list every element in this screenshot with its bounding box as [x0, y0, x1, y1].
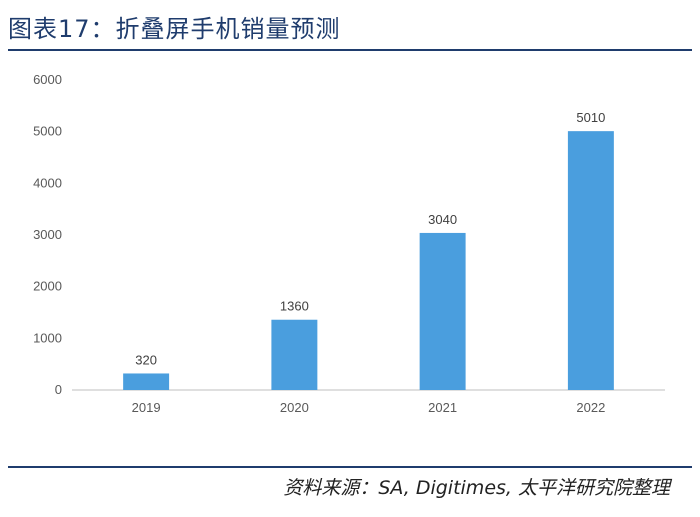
data-label: 320: [135, 352, 157, 367]
bar: [567, 131, 614, 390]
x-tick-label: 2020: [280, 400, 309, 415]
bar: [271, 319, 318, 390]
y-tick-label: 6000: [33, 72, 62, 87]
bar-chart: 0 1000 2000 3000 4000 5000 6000 320 2019 1360 2020…: [33, 72, 665, 415]
data-label: 5010: [576, 110, 605, 125]
bar: [123, 373, 170, 390]
footer-divider: [8, 466, 692, 468]
bar: [419, 232, 466, 390]
data-label: 3040: [428, 212, 457, 227]
data-label: 1360: [280, 299, 309, 314]
chart-title: 图表17：折叠屏手机销量预测: [8, 15, 341, 43]
y-tick-label: 1000: [33, 330, 62, 345]
x-tick-label: 2019: [132, 400, 161, 415]
y-tick-label: 4000: [33, 175, 62, 190]
x-tick-label: 2021: [428, 400, 457, 415]
y-tick-label: 2000: [33, 279, 62, 294]
y-tick-label: 0: [55, 382, 62, 397]
source-note: 资料来源：SA, Digitimes, 太平洋研究院整理: [283, 477, 670, 499]
y-tick-label: 5000: [33, 124, 62, 139]
title-divider: [8, 49, 692, 51]
x-tick-label: 2022: [576, 400, 605, 415]
y-tick-label: 3000: [33, 227, 62, 242]
